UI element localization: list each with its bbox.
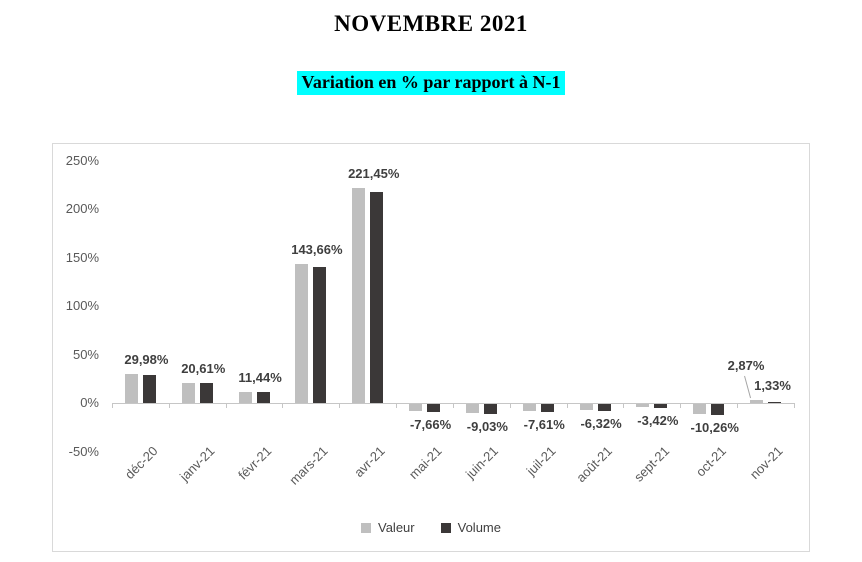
- plot-area: 250% 200% 150% 100% 50% 0% -50% 29,98% 20,61% 11,…: [53, 144, 809, 551]
- bar-valeur: [636, 404, 650, 408]
- data-label: -10,26%: [690, 419, 739, 435]
- x-axis-tick: [112, 403, 113, 408]
- x-axis-tick: [623, 403, 625, 408]
- bar-volume: [427, 404, 441, 413]
- y-axis-label: 250%: [65, 152, 99, 168]
- x-axis-tick: [509, 403, 511, 408]
- bar-valeur: [465, 404, 479, 413]
- x-axis-label: août-21: [573, 443, 615, 486]
- legend-label: Valeur: [378, 520, 415, 535]
- bar-valeur: [750, 400, 764, 403]
- x-axis-label: sept-21: [630, 443, 672, 485]
- subtitle-row: Variation en % par rapport à N-1: [0, 71, 862, 95]
- x-axis-label: avr-21: [350, 443, 388, 480]
- bar-valeur: [295, 263, 309, 403]
- x-axis-label: janv-21: [176, 443, 218, 485]
- bar-volume: [199, 383, 213, 403]
- data-label: -3,42%: [637, 413, 679, 429]
- x-axis-label: juil-21: [522, 443, 559, 479]
- data-label: 29,98%: [124, 351, 169, 367]
- data-label: -6,32%: [580, 415, 622, 431]
- x-axis-tick: [793, 403, 795, 408]
- bar-volume: [654, 404, 668, 409]
- data-label: -7,61%: [523, 416, 565, 432]
- x-axis-tick: [452, 403, 454, 408]
- bar-valeur: [238, 391, 252, 403]
- x-axis-tick: [225, 403, 227, 408]
- x-axis-tick: [396, 403, 398, 408]
- x-axis-tick: [168, 403, 170, 408]
- data-label: 143,66%: [291, 241, 343, 257]
- bar-volume: [768, 401, 782, 404]
- x-axis-tick: [282, 403, 284, 408]
- x-axis-label: févr-21: [234, 443, 274, 483]
- legend-label: Volume: [457, 520, 501, 535]
- y-axis-label: 50%: [72, 346, 99, 362]
- bar-valeur: [352, 188, 366, 403]
- bar-valeur: [124, 373, 138, 403]
- legend-item-valeur: Valeur: [361, 520, 415, 535]
- bar-volume: [711, 404, 725, 415]
- bar-valeur: [693, 404, 707, 414]
- bar-volume: [597, 404, 611, 411]
- chart-area: 250% 200% 150% 100% 50% 0% -50% 29,98% 20,61% 11,…: [52, 143, 810, 552]
- x-axis-tick: [680, 403, 682, 408]
- x-axis-tick: [339, 403, 341, 408]
- chart-legend: Valeur Volume: [53, 520, 809, 535]
- page-title: NOVEMBRE 2021: [334, 11, 528, 36]
- callout-leader-line: [744, 375, 752, 399]
- data-label: 1,33%: [754, 378, 791, 393]
- page-subtitle: Variation en % par rapport à N-1: [297, 71, 565, 95]
- x-axis-label: nov-21: [746, 443, 786, 483]
- bar-valeur: [181, 383, 195, 403]
- legend-item-volume: Volume: [440, 520, 501, 535]
- y-axis-label: 0%: [80, 395, 99, 410]
- bar-valeur: [522, 404, 536, 412]
- data-label: -7,66%: [409, 417, 452, 433]
- legend-swatch-icon: [440, 522, 451, 533]
- data-label: 11,44%: [238, 369, 282, 385]
- data-label: 221,45%: [348, 166, 400, 182]
- y-axis-label: -50%: [68, 443, 99, 459]
- y-axis-label: 200%: [65, 201, 99, 216]
- bar-volume: [370, 191, 384, 403]
- x-axis-label: déc-20: [121, 443, 161, 483]
- x-axis-label: mars-21: [286, 443, 331, 488]
- bar-volume: [313, 266, 327, 403]
- data-label: 20,61%: [181, 361, 226, 376]
- x-axis-tick: [737, 403, 739, 408]
- bar-valeur: [409, 404, 423, 412]
- x-axis-label: mai-21: [405, 443, 445, 483]
- y-axis-label: 150%: [65, 249, 99, 265]
- data-label: -9,03%: [466, 418, 508, 434]
- bar-valeur: [579, 404, 593, 411]
- data-label-callout: 2,87%: [727, 358, 765, 373]
- x-axis-tick: [566, 403, 568, 408]
- bar-volume: [483, 404, 497, 414]
- x-axis-label: juin-21: [463, 443, 502, 482]
- bar-volume: [540, 404, 554, 412]
- y-axis-label: 100%: [65, 298, 99, 313]
- x-axis-label: oct-21: [692, 443, 729, 480]
- bar-volume: [256, 392, 270, 403]
- bar-volume: [142, 374, 156, 403]
- legend-swatch-icon: [361, 522, 371, 533]
